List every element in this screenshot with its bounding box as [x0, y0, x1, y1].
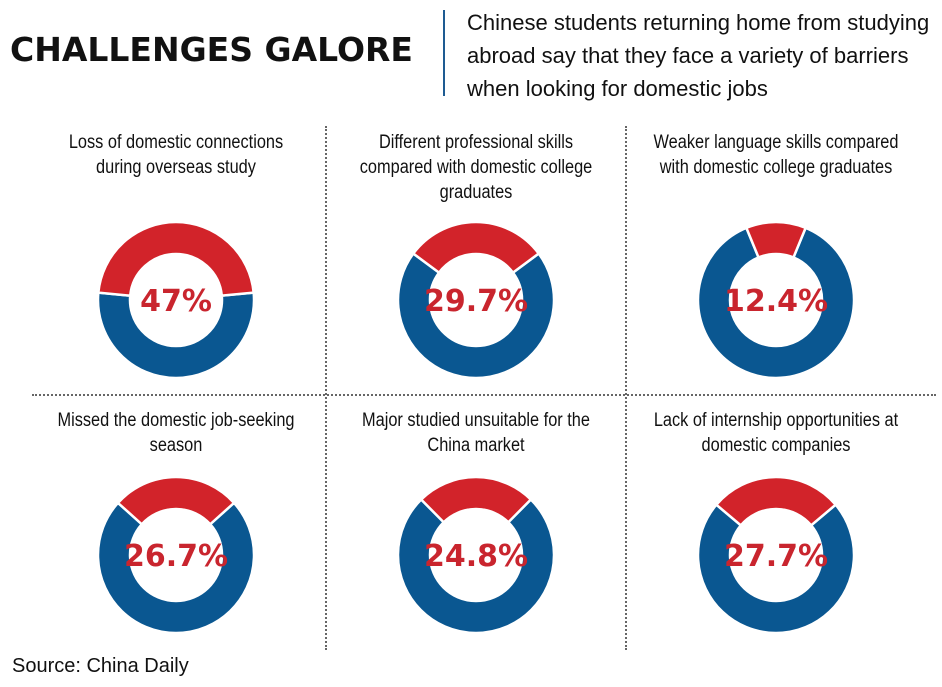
donut-chart: 24.8%: [396, 475, 556, 635]
chart-title: Missed the domestic job-seeking season: [57, 410, 295, 456]
donut-value-label: 12.4%: [724, 284, 828, 319]
donut-highlight-slice: [116, 475, 236, 527]
donut-chart: 47%: [96, 220, 256, 380]
donut-highlight-slice: [96, 220, 256, 298]
donut-chart: 12.4%: [696, 220, 856, 380]
donut-remainder-slice: [396, 497, 556, 635]
donut-remainder-slice: [96, 501, 256, 635]
donut-highlight-slice: [714, 475, 838, 528]
donut-value-label: 27.7%: [724, 539, 828, 574]
chart-title: Major studied unsuitable for the China m…: [361, 410, 590, 456]
donut-chart: 27.7%: [696, 475, 856, 635]
title-divider: [443, 10, 445, 96]
donut-value-label: 24.8%: [424, 539, 528, 574]
donut-highlight-slice: [419, 475, 533, 525]
chart-title: Weaker language skills compared with dom…: [653, 132, 899, 178]
donut-remainder-slice: [396, 251, 556, 380]
column-divider: [325, 126, 327, 650]
donut-value-label: 29.7%: [424, 284, 528, 319]
donut-chart: 29.7%: [396, 220, 556, 380]
source-note: Source: China Daily: [12, 655, 189, 677]
chart-title: Loss of domestic connections during over…: [68, 132, 284, 178]
donut-value-label: 26.7%: [124, 539, 228, 574]
donut-highlight-slice: [744, 220, 808, 260]
page-subtitle: Chinese students returning home from stu…: [467, 10, 930, 101]
column-divider: [625, 126, 627, 650]
chart-title: Different professional skills compared w…: [359, 132, 593, 203]
donut-highlight-slice: [411, 220, 541, 275]
page-title: CHALLENGES GALORE: [10, 30, 413, 69]
donut-remainder-slice: [696, 226, 856, 380]
donut-value-label: 47%: [140, 284, 212, 319]
donut-remainder-slice: [96, 291, 256, 380]
row-divider: [32, 394, 936, 396]
donut-remainder-slice: [696, 502, 856, 635]
donut-chart: 26.7%: [96, 475, 256, 635]
chart-title: Lack of internship opportunities at dome…: [653, 410, 899, 456]
